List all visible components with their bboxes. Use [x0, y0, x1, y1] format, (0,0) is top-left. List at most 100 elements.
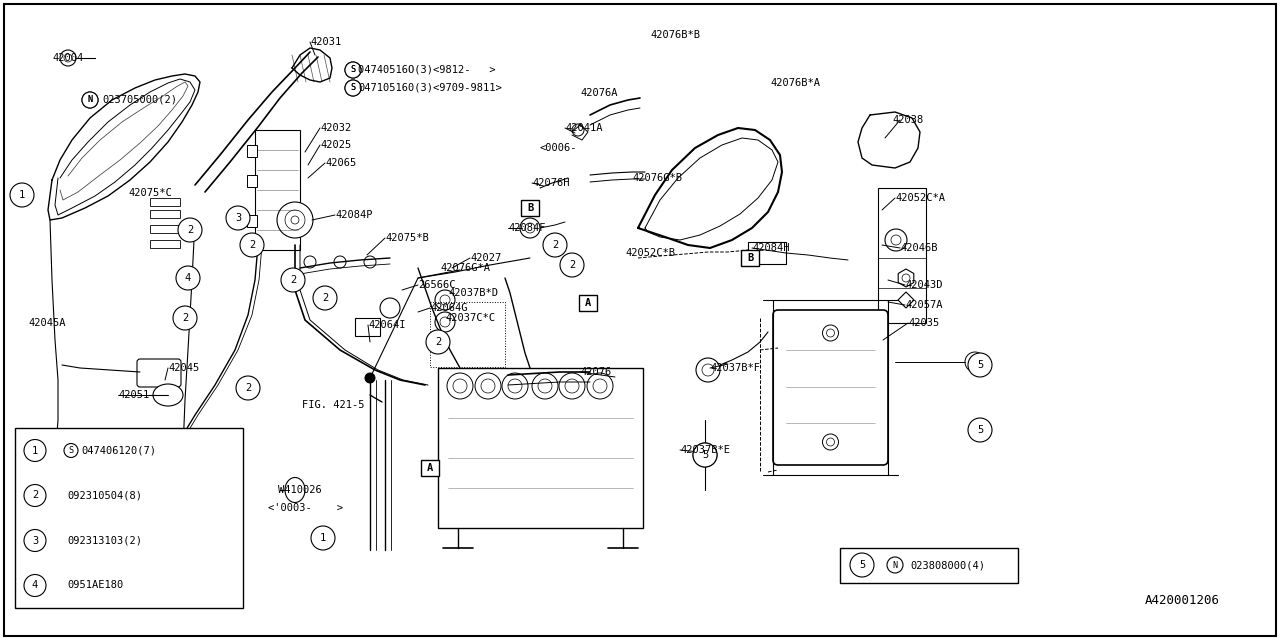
Circle shape [823, 325, 838, 341]
Circle shape [64, 444, 78, 458]
Text: 42032: 42032 [320, 123, 351, 133]
Circle shape [564, 379, 579, 393]
Circle shape [508, 379, 522, 393]
Circle shape [60, 50, 76, 66]
Text: 2: 2 [182, 313, 188, 323]
Text: B: B [527, 203, 534, 213]
Text: S: S [351, 83, 356, 93]
Circle shape [588, 373, 613, 399]
Text: 42084P: 42084P [335, 210, 372, 220]
Text: 42076B*A: 42076B*A [771, 78, 820, 88]
Ellipse shape [285, 477, 305, 502]
Circle shape [346, 62, 361, 78]
Text: 42076B*B: 42076B*B [650, 30, 700, 40]
Bar [15, 428, 243, 608]
Text: 2: 2 [248, 240, 255, 250]
Text: 42035: 42035 [908, 318, 940, 328]
Text: 5: 5 [977, 425, 983, 435]
Circle shape [692, 443, 717, 467]
Text: S: S [69, 446, 73, 455]
Text: 42041A: 42041A [564, 123, 603, 133]
Circle shape [82, 92, 99, 108]
Bar [878, 188, 925, 323]
Circle shape [364, 256, 376, 268]
Text: 0951AE180: 0951AE180 [67, 580, 123, 591]
Text: 04740516O(3)<9812-   >: 04740516O(3)<9812- > [358, 65, 495, 75]
Circle shape [24, 575, 46, 596]
Circle shape [346, 80, 361, 96]
Text: 42075*B: 42075*B [385, 233, 429, 243]
Circle shape [696, 358, 719, 382]
Circle shape [82, 92, 99, 108]
Circle shape [334, 256, 346, 268]
Circle shape [426, 330, 451, 354]
Circle shape [891, 235, 901, 245]
Circle shape [532, 373, 558, 399]
Bar [438, 368, 643, 528]
Circle shape [561, 253, 584, 277]
Circle shape [475, 373, 500, 399]
Text: 42076H: 42076H [532, 178, 570, 188]
Text: 42064G: 42064G [430, 303, 467, 313]
FancyBboxPatch shape [137, 359, 180, 387]
Circle shape [365, 373, 375, 383]
Text: 42046B: 42046B [900, 243, 937, 253]
Circle shape [827, 438, 835, 446]
Circle shape [850, 553, 874, 577]
Text: FIG. 421-5: FIG. 421-5 [302, 400, 365, 410]
Text: 023808000(4): 023808000(4) [910, 560, 986, 570]
Text: <0006-: <0006- [540, 143, 577, 153]
Text: 2: 2 [32, 490, 38, 500]
Circle shape [440, 317, 451, 327]
Circle shape [902, 274, 910, 282]
Text: 42076G*A: 42076G*A [440, 263, 490, 273]
Text: 42051: 42051 [118, 390, 150, 400]
Text: 26566C: 26566C [419, 280, 456, 290]
Text: 3: 3 [234, 213, 241, 223]
Circle shape [692, 443, 717, 467]
Text: 5: 5 [977, 360, 983, 370]
Text: 42052C*A: 42052C*A [895, 193, 945, 203]
Text: 3: 3 [32, 536, 38, 545]
Text: 047406120(7): 047406120(7) [81, 445, 156, 456]
Text: 5: 5 [859, 560, 865, 570]
Text: 42084F: 42084F [508, 223, 545, 233]
Text: 42027: 42027 [470, 253, 502, 263]
Circle shape [502, 373, 529, 399]
Circle shape [241, 233, 264, 257]
Bar [355, 318, 380, 336]
Text: 42065: 42065 [325, 158, 356, 168]
Text: N: N [892, 561, 897, 570]
Text: 2: 2 [187, 225, 193, 235]
Bar [840, 548, 1018, 583]
Circle shape [525, 223, 535, 233]
Text: 42057A: 42057A [905, 300, 942, 310]
Circle shape [887, 557, 902, 573]
Text: A420001206: A420001206 [1146, 593, 1220, 607]
Text: 42064I: 42064I [369, 320, 406, 330]
Text: 42004: 42004 [52, 53, 83, 63]
Circle shape [380, 298, 399, 318]
Circle shape [10, 183, 35, 207]
Circle shape [970, 357, 980, 367]
Text: 4: 4 [32, 580, 38, 591]
Bar [150, 198, 180, 206]
Bar [748, 242, 786, 264]
Text: 42043D: 42043D [905, 280, 942, 290]
Circle shape [968, 418, 992, 442]
Circle shape [543, 233, 567, 257]
Circle shape [282, 268, 305, 292]
Circle shape [64, 54, 72, 62]
Text: 2: 2 [568, 260, 575, 270]
Circle shape [314, 286, 337, 310]
Text: S: S [351, 83, 356, 93]
Bar [247, 240, 257, 252]
Circle shape [236, 376, 260, 400]
Circle shape [827, 329, 835, 337]
Text: N: N [87, 95, 92, 104]
Text: 5: 5 [701, 450, 708, 460]
Circle shape [699, 449, 710, 461]
Text: W410026: W410026 [278, 485, 321, 495]
Circle shape [435, 290, 454, 310]
Text: 42037B*E: 42037B*E [680, 445, 730, 455]
